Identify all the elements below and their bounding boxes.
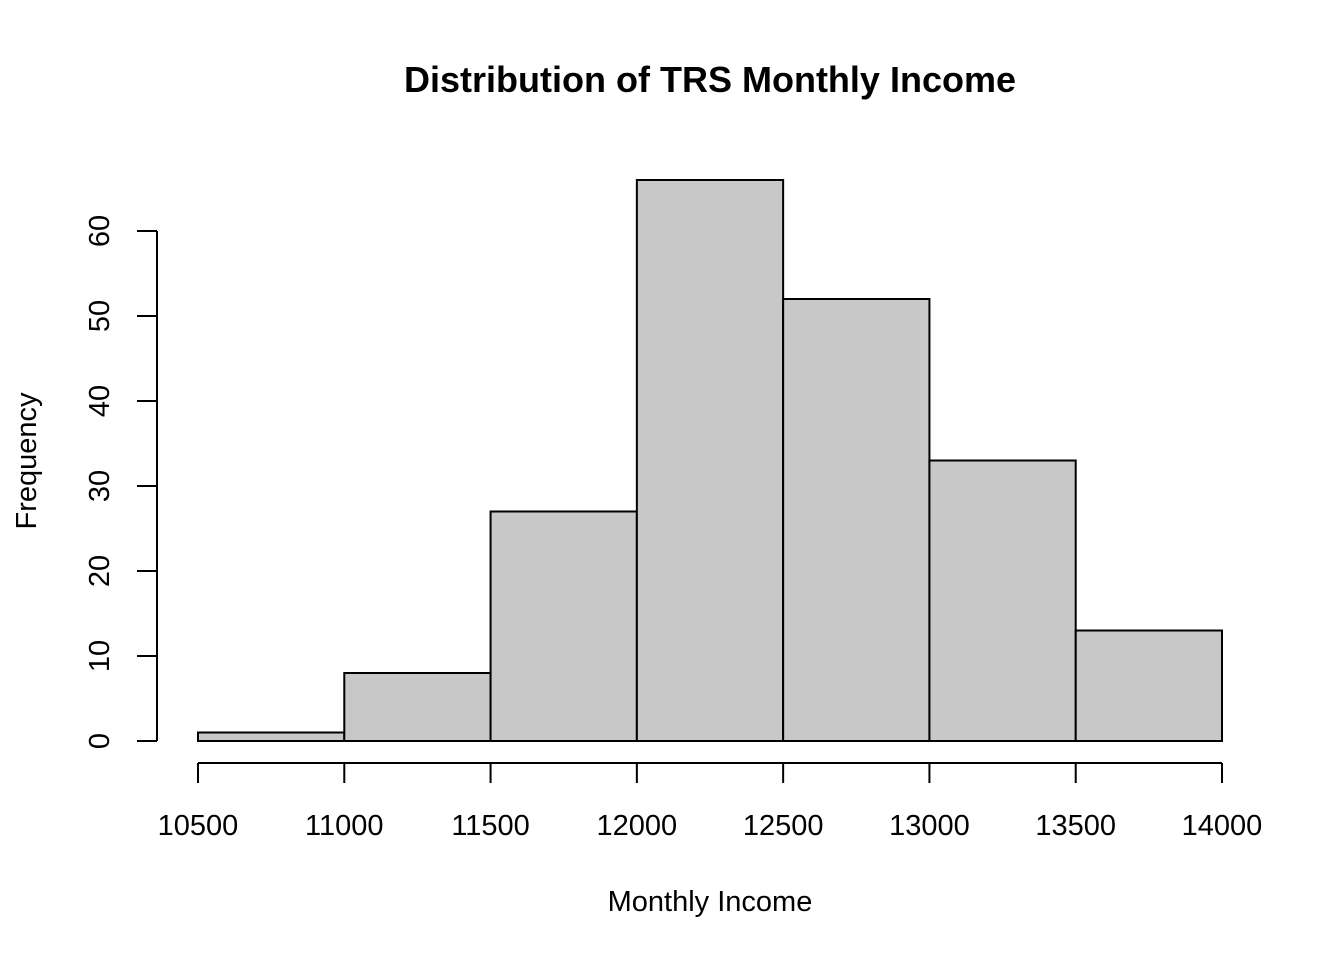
y-tick-label: 60 bbox=[84, 215, 116, 247]
chart-title: Distribution of TRS Monthly Income bbox=[404, 59, 1016, 100]
x-tick-label: 12500 bbox=[743, 810, 824, 842]
y-tick-label: 0 bbox=[84, 733, 116, 749]
x-axis: 10500 11000 11500 12000 12500 13000 13500 14000 bbox=[158, 762, 1263, 842]
y-tick-label: 50 bbox=[84, 300, 116, 332]
histogram-bars bbox=[197, 179, 1223, 742]
x-tick-label: 10500 bbox=[158, 810, 239, 842]
y-tick-label: 10 bbox=[84, 640, 116, 672]
y-axis-label: Frequency bbox=[11, 392, 43, 530]
histogram-bar bbox=[197, 731, 346, 742]
histogram-bar bbox=[343, 672, 492, 742]
x-axis-label: Monthly Income bbox=[608, 886, 813, 918]
x-tick-label: 11500 bbox=[451, 810, 530, 842]
y-axis: 0 10 20 30 40 50 60 bbox=[84, 215, 158, 749]
histogram-bar bbox=[635, 179, 785, 742]
histogram-bar bbox=[782, 298, 931, 742]
y-tick-label: 20 bbox=[84, 555, 116, 587]
histogram-bar bbox=[928, 459, 1077, 742]
x-tick-label: 12000 bbox=[597, 810, 678, 842]
x-tick-label: 13500 bbox=[1035, 810, 1116, 842]
y-tick-label: 40 bbox=[84, 385, 116, 417]
x-tick-label: 11000 bbox=[305, 810, 384, 842]
histogram-bar bbox=[1074, 629, 1223, 742]
y-tick-label: 30 bbox=[84, 470, 116, 502]
x-tick-label: 13000 bbox=[889, 810, 970, 842]
x-tick-label: 14000 bbox=[1182, 810, 1263, 842]
histogram-bar bbox=[489, 510, 638, 742]
